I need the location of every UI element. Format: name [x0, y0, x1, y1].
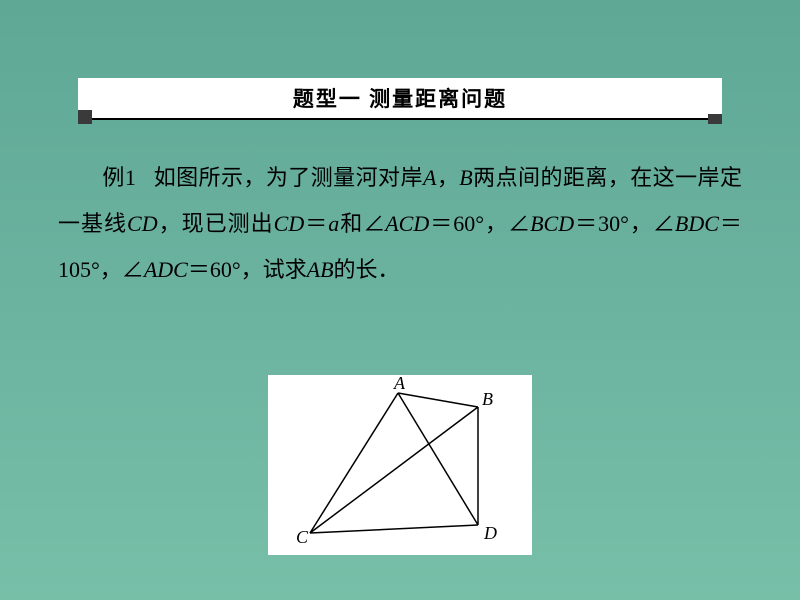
svg-text:B: B — [482, 389, 493, 409]
svg-text:C: C — [296, 527, 309, 547]
diagram-edges — [310, 393, 478, 533]
section-title: 题型一 测量距离问题 — [293, 83, 507, 113]
val-60b: ＝60°，试求 — [188, 257, 307, 282]
line-cd2: CD — [274, 211, 305, 236]
line-cd: CD — [127, 211, 158, 236]
text-segment: 和∠ — [339, 211, 385, 236]
angle-adc: ADC — [144, 257, 188, 282]
text-segment: ，现已测出 — [158, 211, 274, 236]
left-notch-decoration — [78, 110, 92, 124]
text-segment: ， — [436, 165, 459, 190]
angle-acd: ACD — [385, 211, 429, 236]
svg-text:D: D — [483, 523, 497, 543]
val-60: ＝60°， — [429, 211, 508, 236]
val-30: ＝30°，∠ — [574, 211, 675, 236]
svg-text:A: A — [393, 375, 406, 393]
var-a: a — [328, 211, 339, 236]
text-segment: 如图所示，为了测量河对岸 — [154, 165, 423, 190]
geometry-diagram: A B C D — [268, 375, 532, 555]
line-ab: AB — [307, 257, 334, 282]
point-a: A — [423, 165, 436, 190]
section-header: 题型一 测量距离问题 — [78, 78, 722, 118]
right-notch-decoration — [708, 114, 722, 124]
diagram-svg: A B C D — [268, 375, 532, 555]
example-label: 例1 — [102, 165, 136, 190]
text-segment: ∠ — [508, 211, 530, 236]
header-underline — [78, 118, 722, 120]
angle-bdc: BDC — [675, 211, 719, 236]
text-end: 的长． — [334, 257, 400, 282]
angle-bcd: BCD — [530, 211, 574, 236]
problem-text: 例1 如图所示，为了测量河对岸A，B两点间的距离，在这一岸定一基线CD，现已测出… — [58, 155, 742, 294]
point-b: B — [459, 165, 472, 190]
equals: ＝ — [304, 211, 328, 236]
